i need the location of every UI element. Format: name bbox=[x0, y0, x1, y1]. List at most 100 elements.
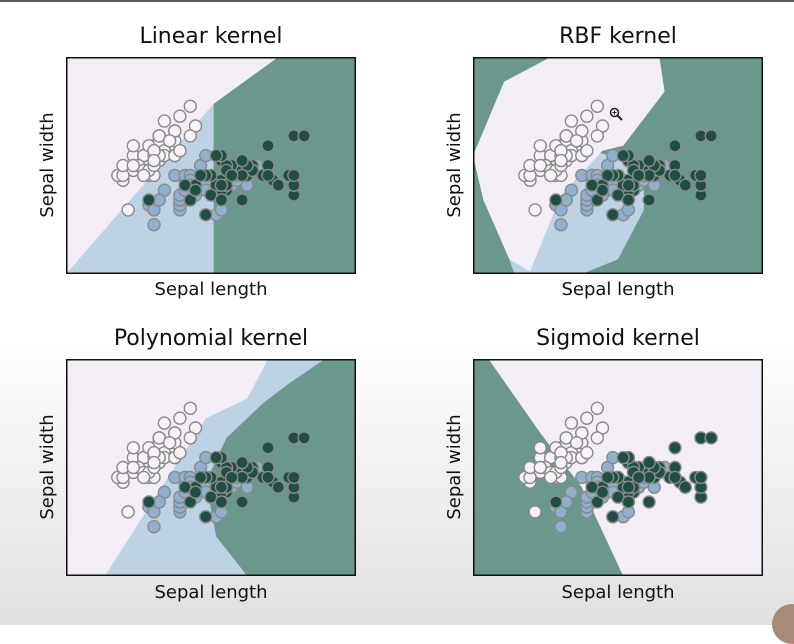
data-point-class-2 bbox=[209, 450, 223, 465]
data-point-class-0 bbox=[157, 416, 172, 430]
data-point-class-2 bbox=[600, 470, 615, 485]
data-point-class-2 bbox=[595, 485, 610, 499]
data-point-class-2 bbox=[616, 148, 630, 163]
data-point-class-2 bbox=[261, 139, 275, 153]
data-point-class-0 bbox=[533, 158, 548, 173]
data-point-class-2 bbox=[616, 450, 630, 465]
data-point-class-2 bbox=[193, 168, 208, 183]
plot-frame bbox=[473, 57, 763, 274]
zoom-cursor-icon bbox=[609, 107, 623, 121]
data-point-class-2 bbox=[600, 168, 615, 183]
y-axis-label: Sepal width bbox=[37, 414, 58, 520]
data-point-class-0 bbox=[564, 416, 579, 430]
data-point-class-2 bbox=[631, 168, 646, 183]
data-point-class-0 bbox=[580, 411, 594, 425]
data-point-class-2 bbox=[188, 183, 203, 197]
data-point-class-2 bbox=[549, 495, 563, 509]
data-point-class-0 bbox=[173, 445, 187, 460]
data-point-class-2 bbox=[199, 510, 213, 524]
data-point-class-2 bbox=[287, 168, 301, 183]
data-point-class-2 bbox=[595, 183, 610, 197]
data-point-class-0 bbox=[590, 129, 605, 143]
data-point-class-0 bbox=[173, 143, 187, 158]
data-point-class-0 bbox=[543, 168, 558, 183]
chart-title: Sigmoid kernel bbox=[536, 326, 700, 351]
data-point-class-2 bbox=[668, 470, 682, 485]
data-point-class-2 bbox=[297, 431, 311, 445]
data-point-class-2 bbox=[287, 470, 301, 485]
data-point-class-0 bbox=[173, 411, 187, 425]
data-point-class-0 bbox=[126, 460, 141, 475]
data-point-class-1 bbox=[147, 519, 161, 534]
data-point-class-2 bbox=[606, 208, 620, 222]
data-point-class-0 bbox=[554, 455, 568, 470]
data-point-class-2 bbox=[642, 455, 656, 470]
data-point-class-2 bbox=[621, 480, 636, 494]
data-point-class-0 bbox=[126, 139, 141, 153]
data-point-class-2 bbox=[188, 485, 203, 499]
data-point-class-2 bbox=[142, 193, 156, 207]
data-point-class-0 bbox=[543, 470, 558, 485]
plot-area bbox=[473, 57, 763, 274]
data-point-class-2 bbox=[209, 148, 223, 163]
data-point-class-2 bbox=[261, 168, 275, 183]
data-point-class-2 bbox=[235, 153, 249, 168]
y-axis-label: Sepal width bbox=[444, 112, 465, 218]
data-point-class-2 bbox=[704, 129, 718, 143]
top-border-line bbox=[0, 0, 794, 2]
data-point-class-0 bbox=[590, 431, 605, 445]
data-point-class-2 bbox=[678, 480, 693, 494]
plot-frame bbox=[66, 57, 356, 274]
data-point-class-0 bbox=[580, 143, 594, 158]
plot-area bbox=[473, 359, 763, 576]
data-point-class-2 bbox=[235, 455, 249, 470]
data-point-class-2 bbox=[214, 495, 229, 509]
data-point-class-0 bbox=[173, 109, 187, 123]
data-point-class-0 bbox=[533, 460, 548, 475]
data-point-class-0 bbox=[564, 114, 579, 128]
chart-title: RBF kernel bbox=[559, 24, 677, 49]
x-axis-label: Sepal length bbox=[154, 279, 268, 300]
chart-title: Polynomial kernel bbox=[113, 326, 309, 351]
data-point-class-2 bbox=[621, 495, 636, 509]
data-point-class-0 bbox=[569, 436, 584, 450]
data-point-class-2 bbox=[224, 470, 239, 485]
data-point-class-0 bbox=[136, 168, 151, 183]
data-point-class-2 bbox=[668, 168, 682, 183]
data-point-class-0 bbox=[126, 158, 141, 173]
data-point-class-2 bbox=[261, 470, 275, 485]
data-point-class-2 bbox=[668, 139, 682, 153]
x-axis-label: Sepal length bbox=[561, 279, 675, 300]
data-point-class-0 bbox=[590, 99, 605, 113]
data-point-class-2 bbox=[199, 208, 213, 222]
data-point-class-0 bbox=[533, 441, 548, 455]
data-point-class-2 bbox=[606, 510, 620, 524]
data-point-class-2 bbox=[235, 193, 249, 207]
data-point-class-0 bbox=[147, 153, 161, 168]
data-point-class-0 bbox=[126, 441, 141, 455]
data-point-class-2 bbox=[642, 193, 656, 207]
decision-region-class-2 bbox=[213, 57, 356, 274]
data-point-class-2 bbox=[297, 129, 311, 143]
data-point-class-0 bbox=[183, 129, 198, 143]
data-point-class-2 bbox=[704, 431, 718, 445]
plot-frame bbox=[473, 359, 763, 576]
data-point-class-1 bbox=[147, 217, 161, 232]
data-point-class-2 bbox=[235, 495, 249, 509]
data-point-class-0 bbox=[162, 436, 177, 450]
x-axis-label: Sepal length bbox=[154, 582, 268, 603]
data-point-class-0 bbox=[183, 401, 198, 415]
data-point-class-0 bbox=[162, 134, 177, 148]
data-point-class-2 bbox=[694, 470, 708, 485]
data-point-class-2 bbox=[668, 441, 682, 455]
x-axis-label: Sepal length bbox=[561, 582, 675, 603]
data-point-class-2 bbox=[271, 480, 286, 494]
data-point-class-2 bbox=[271, 178, 286, 192]
data-point-class-2 bbox=[631, 470, 646, 485]
y-axis-label: Sepal width bbox=[444, 414, 465, 520]
data-point-class-0 bbox=[569, 134, 584, 148]
data-point-class-1 bbox=[554, 519, 568, 534]
data-point-class-0 bbox=[183, 99, 198, 113]
data-point-class-0 bbox=[580, 109, 594, 123]
data-point-class-0 bbox=[157, 114, 172, 128]
